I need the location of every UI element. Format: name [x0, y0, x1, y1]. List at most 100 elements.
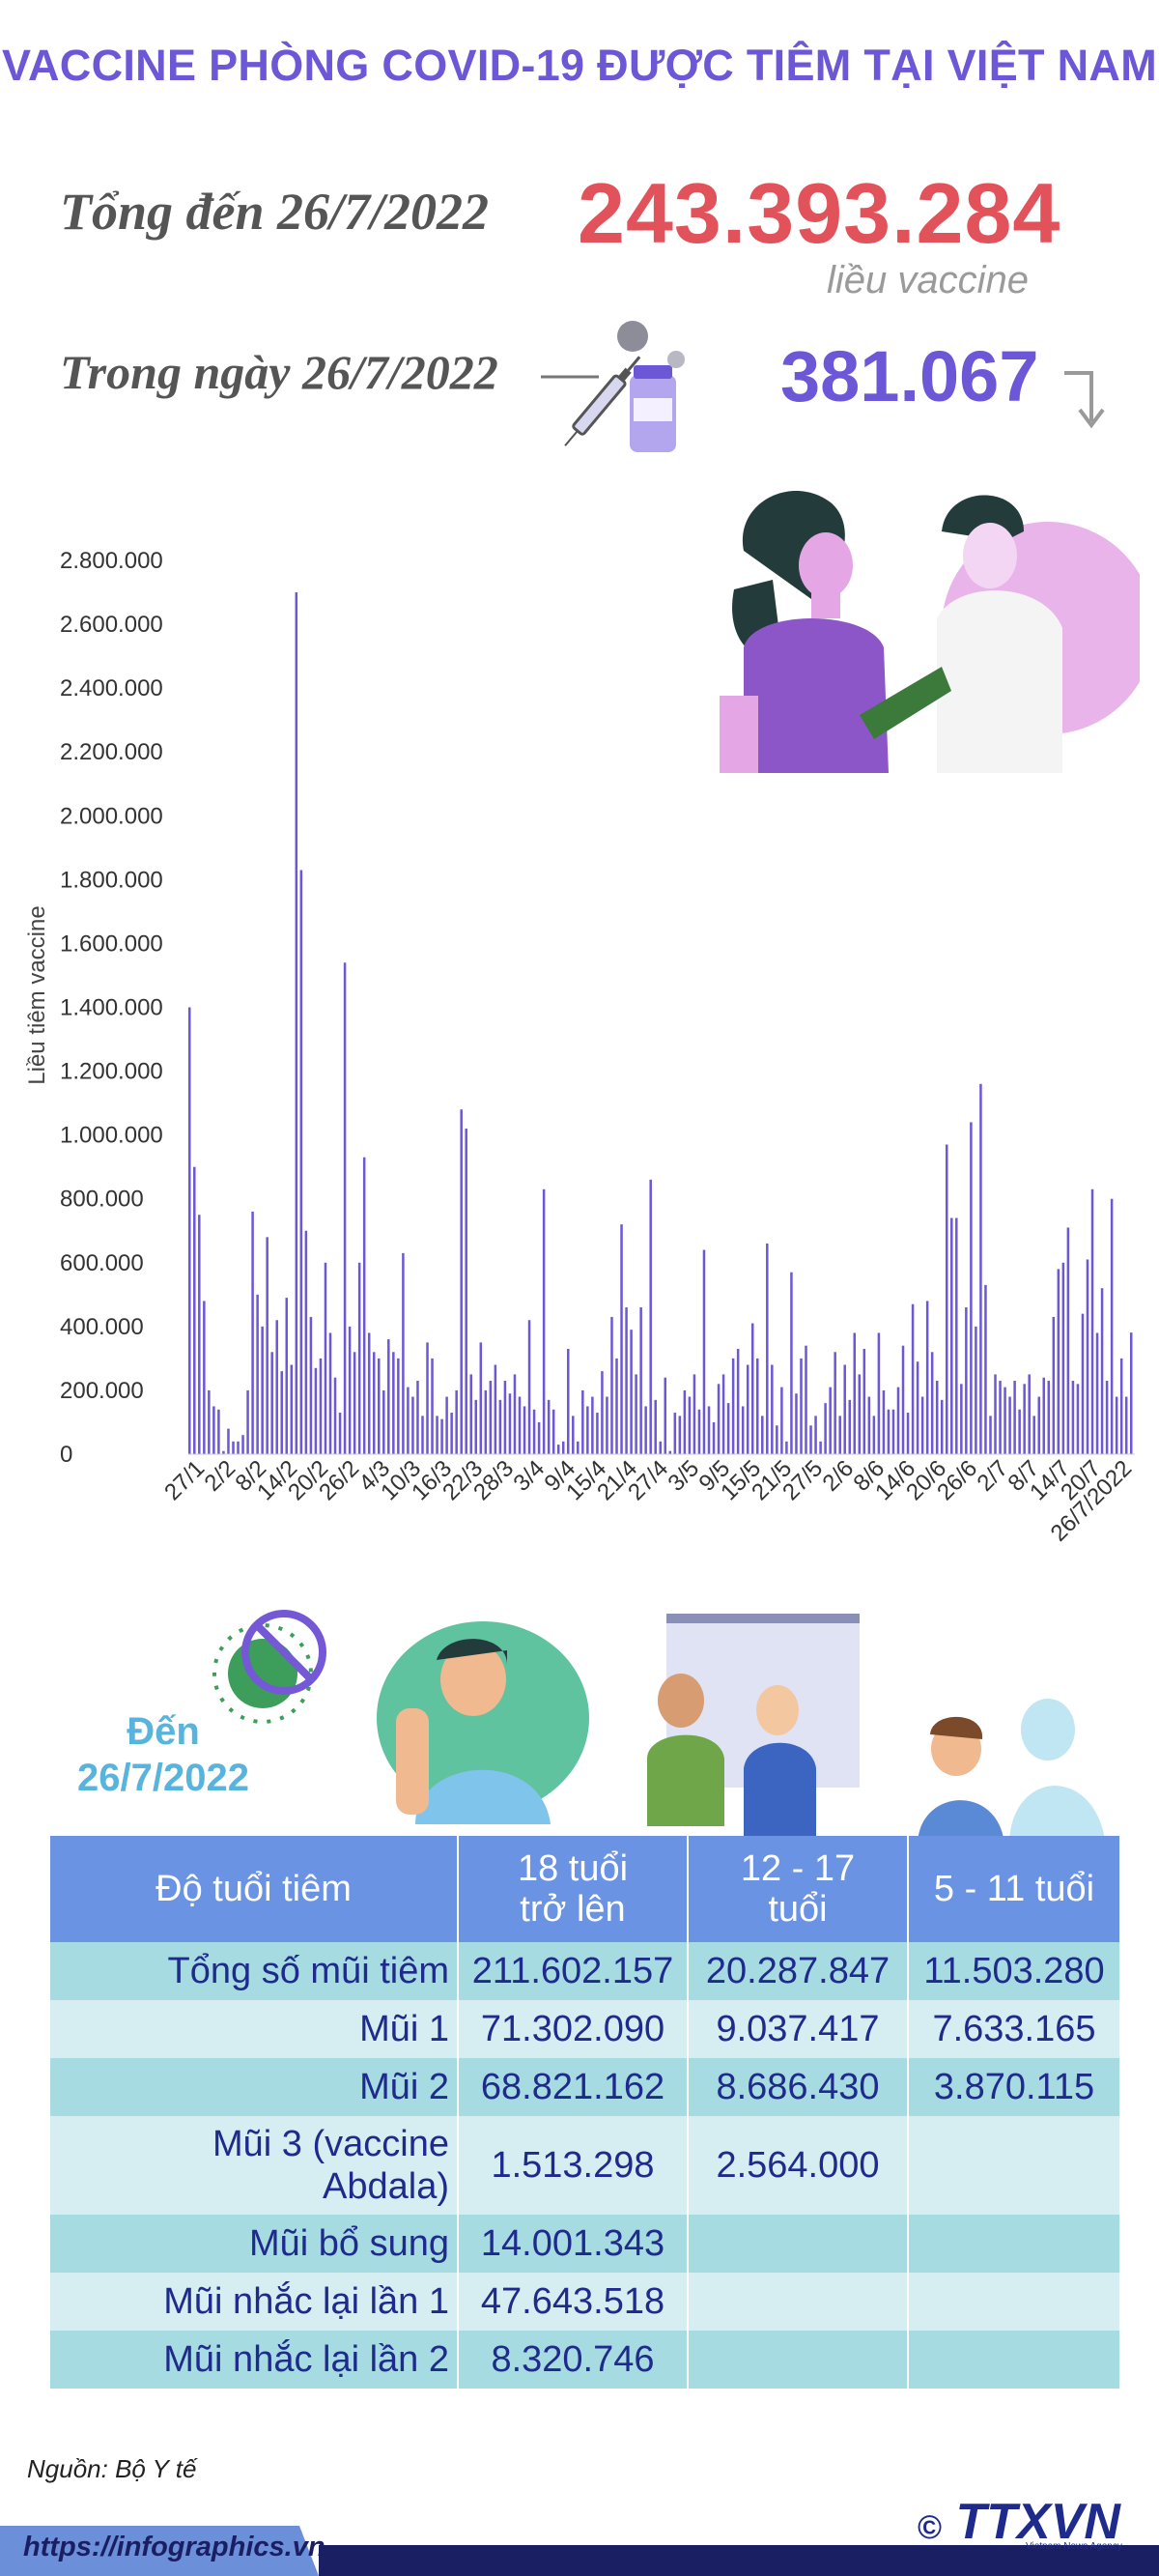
chart-bar: [1061, 1262, 1065, 1454]
chart-bar: [523, 1406, 526, 1454]
y-tick-label: 200.000: [60, 1378, 144, 1404]
chart-bar: [241, 1435, 244, 1454]
chart-bar: [965, 1307, 968, 1454]
row-label: Mũi nhắc lại lần 1: [50, 2273, 459, 2331]
chart-bar: [416, 1381, 419, 1454]
chart-bar: [237, 1441, 240, 1454]
chart-bar: [785, 1441, 788, 1454]
chart-bar: [474, 1399, 478, 1454]
table-row: Mũi bổ sung 14.001.343: [50, 2215, 1121, 2273]
total-label: Tổng đến 26/7/2022: [60, 183, 490, 241]
table-row: Mũi 3 (vaccine Abdala) 1.513.298 2.564.000: [50, 2116, 1121, 2215]
footer-bar: [0, 2526, 1159, 2576]
chart-bar: [193, 1166, 196, 1454]
chart-bar: [455, 1389, 458, 1454]
chart-bar: [227, 1428, 230, 1454]
chart-bar: [639, 1307, 642, 1454]
logo-text: TTXVN: [955, 2494, 1120, 2550]
header-age-group: Độ tuổi tiêm: [50, 1836, 459, 1942]
chart-bar: [702, 1249, 706, 1454]
chart-bar: [362, 1157, 366, 1454]
chart-bar: [513, 1374, 517, 1454]
chart-bar: [1052, 1316, 1056, 1454]
chart-bar: [668, 1450, 672, 1454]
chart-bar: [445, 1396, 448, 1454]
chart-bar: [1119, 1358, 1123, 1454]
chart-bar: [324, 1262, 327, 1454]
chart-bar: [203, 1301, 206, 1454]
chart-bar: [1110, 1198, 1114, 1454]
footer-url[interactable]: https://infographics.vn: [23, 2532, 325, 2562]
total-unit: liều vaccine: [827, 259, 1030, 301]
chart-bar: [561, 1441, 565, 1454]
chart-bar: [750, 1323, 754, 1454]
chart-bar: [683, 1389, 687, 1454]
chart-bar: [357, 1262, 361, 1454]
chart-bar: [1004, 1387, 1006, 1455]
chart-bar: [848, 1399, 851, 1454]
chart-bar: [392, 1352, 395, 1454]
chart-bar: [649, 1179, 652, 1454]
chart-bar: [620, 1224, 623, 1454]
chart-bar: [353, 1352, 356, 1454]
chart-bar: [328, 1332, 332, 1454]
table-cell: 8.320.746: [458, 2331, 689, 2389]
chart-bar: [556, 1445, 560, 1454]
chart-bar: [411, 1396, 414, 1454]
chart-bar: [693, 1374, 696, 1454]
chart-bar: [925, 1301, 929, 1454]
chart-bar: [790, 1272, 793, 1454]
y-tick-label: 1.600.000: [60, 930, 163, 957]
chart-bar: [450, 1413, 453, 1454]
vaccination-by-age-table: Độ tuổi tiêm 18 tuổi trở lên 12 - 17 tuổi …: [50, 1836, 1121, 2389]
header-5-11: 5 - 11 tuổi: [908, 1836, 1121, 1942]
y-tick-label: 400.000: [60, 1314, 144, 1340]
chart-bar: [1018, 1409, 1021, 1454]
table-cell: 9.037.417: [688, 2000, 909, 2058]
chart-bar: [766, 1243, 769, 1454]
chart-bar: [654, 1399, 657, 1454]
agency-text: Vietnam News Agency: [1026, 2541, 1122, 2552]
table-cell: 14.001.343: [458, 2215, 689, 2273]
chart-bar: [1057, 1269, 1060, 1454]
chart-bar: [222, 1450, 225, 1454]
chart-bar: [1047, 1381, 1051, 1454]
chart-bar: [1032, 1416, 1035, 1454]
chart-bar: [726, 1403, 730, 1454]
chart-bar: [805, 1345, 807, 1454]
chart-bar: [741, 1406, 745, 1454]
chart-bar: [911, 1303, 915, 1454]
chart-bar: [378, 1358, 381, 1454]
header-12-17: 12 - 17 tuổi: [688, 1836, 909, 1942]
total-value: 243.393.284: [578, 165, 1061, 261]
chart-bar: [776, 1425, 778, 1454]
chart-bar: [1071, 1381, 1075, 1454]
table-cell: 2.564.000: [688, 2116, 909, 2215]
chart-bar: [251, 1211, 254, 1454]
chart-bar: [484, 1389, 488, 1454]
vaccination-illustration: [720, 491, 1140, 773]
y-tick-label: 2.800.000: [60, 548, 163, 574]
chart-bar: [572, 1416, 575, 1454]
chart-bar: [1013, 1381, 1016, 1454]
chart-bar: [630, 1330, 633, 1454]
chart-bar: [659, 1441, 662, 1454]
table-cell: 8.686.430: [688, 2058, 909, 2116]
chart-bar: [999, 1381, 1002, 1454]
copyright-symbol: ©: [918, 2509, 943, 2546]
table-cell: [688, 2273, 909, 2331]
table-cell: [908, 2215, 1121, 2273]
virus-crossed-icon: [212, 1610, 326, 1724]
chart-bar: [896, 1387, 900, 1455]
daily-doses-chart: 0 200.000 400.000 600.000 800.000 1.000.000 1.…: [24, 548, 1137, 1547]
table-cell: 47.643.518: [458, 2273, 689, 2331]
chart-bar: [465, 1129, 467, 1454]
chart-bar: [673, 1413, 677, 1454]
table-row: Mũi 1 71.302.090 9.037.417 7.633.165: [50, 2000, 1121, 2058]
chart-bar: [843, 1364, 846, 1454]
chart-bar: [567, 1348, 570, 1454]
chart-bar: [494, 1364, 497, 1454]
chart-bar: [935, 1381, 939, 1454]
chart-bar: [1124, 1396, 1128, 1454]
y-tick-label: 800.000: [60, 1187, 144, 1213]
